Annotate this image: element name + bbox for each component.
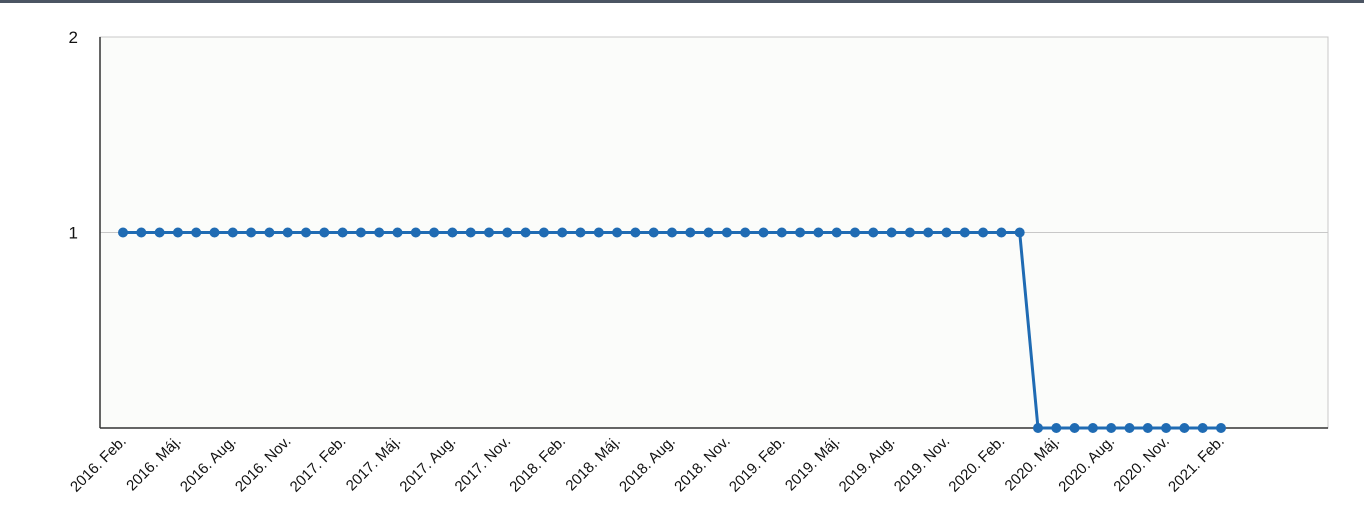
y-tick-label: 1	[69, 224, 78, 243]
data-point	[612, 227, 623, 238]
data-point	[374, 227, 385, 238]
x-tick-label: 2019. Máj.	[782, 433, 844, 495]
data-point	[923, 227, 934, 238]
data-point	[282, 227, 293, 238]
data-point	[593, 227, 604, 238]
data-point	[959, 227, 970, 238]
data-point	[795, 227, 806, 238]
x-tick-label: 2020. Aug.	[1055, 433, 1118, 496]
data-point	[1033, 423, 1043, 433]
data-point	[996, 227, 1007, 238]
data-point	[813, 227, 824, 238]
data-point	[575, 227, 586, 238]
data-point	[1014, 227, 1025, 238]
x-tick-label: 2018. Máj.	[562, 433, 624, 495]
data-point	[264, 227, 275, 238]
data-point	[447, 227, 458, 238]
data-point	[685, 227, 696, 238]
x-tick-label: 2019. Nov.	[891, 433, 954, 496]
data-point	[1161, 423, 1172, 433]
data-point	[355, 227, 366, 238]
data-point	[1124, 423, 1135, 433]
data-points	[118, 227, 1226, 433]
data-point	[465, 227, 476, 238]
data-point	[886, 227, 897, 238]
x-tick-label: 2018. Feb.	[506, 433, 569, 496]
y-tick-labels: 21	[69, 28, 78, 243]
data-point	[978, 227, 989, 238]
data-point	[1142, 423, 1153, 433]
data-point	[520, 227, 531, 238]
data-point	[246, 227, 257, 238]
data-point	[667, 227, 677, 238]
data-point	[1087, 423, 1098, 433]
x-tick-labels: 2016. Feb.2016. Máj.2016. Aug.2016. Nov.…	[67, 433, 1228, 496]
top-divider	[0, 0, 1364, 3]
data-point	[209, 227, 220, 238]
data-point	[136, 227, 147, 238]
data-point	[227, 227, 238, 238]
data-point	[1179, 423, 1190, 433]
data-point	[118, 227, 128, 238]
x-tick-label: 2017. Feb.	[287, 433, 350, 496]
data-point	[502, 227, 513, 238]
data-point	[484, 227, 494, 238]
data-point	[758, 227, 769, 238]
x-tick-label: 2018. Nov.	[671, 433, 734, 496]
x-tick-label: 2020. Máj.	[1002, 433, 1064, 495]
data-point	[337, 227, 348, 238]
x-tick-label: 2019. Aug.	[836, 433, 899, 496]
data-point	[703, 227, 714, 238]
data-point	[831, 227, 842, 238]
data-point	[319, 227, 330, 238]
data-point	[392, 227, 403, 238]
x-tick-label: 2021. Feb.	[1165, 433, 1228, 496]
data-point	[538, 227, 549, 238]
x-tick-label: 2020. Nov.	[1110, 433, 1173, 496]
data-point	[630, 227, 641, 238]
x-tick-label: 2018. Aug.	[616, 433, 679, 496]
data-point	[1197, 423, 1208, 433]
y-tick-label: 2	[69, 28, 78, 47]
data-point	[191, 227, 202, 238]
data-point	[721, 227, 732, 238]
x-tick-label: 2016. Máj.	[123, 433, 185, 495]
data-point	[941, 227, 952, 238]
x-tick-label: 2020. Feb.	[945, 433, 1008, 496]
data-point	[1106, 423, 1117, 433]
data-point	[154, 227, 165, 238]
data-point	[740, 227, 751, 238]
data-point	[429, 227, 440, 238]
data-point	[557, 227, 568, 238]
data-point	[648, 227, 659, 238]
x-tick-label: 2016. Aug.	[177, 433, 240, 496]
x-tick-label: 2016. Nov.	[232, 433, 295, 496]
data-point	[1216, 423, 1226, 433]
x-tick-label: 2017. Aug.	[396, 433, 459, 496]
x-tick-label: 2019. Feb.	[726, 433, 789, 496]
data-point	[301, 227, 311, 238]
data-point	[1069, 423, 1080, 433]
data-point	[172, 227, 183, 238]
data-point	[410, 227, 421, 238]
x-tick-label: 2016. Feb.	[67, 433, 130, 496]
data-point	[904, 227, 915, 238]
data-point	[1051, 423, 1062, 433]
x-tick-label: 2017. Nov.	[452, 433, 515, 496]
x-tick-label: 2017. Máj.	[343, 433, 405, 495]
data-point	[868, 227, 879, 238]
data-point	[850, 227, 860, 238]
data-point	[776, 227, 787, 238]
